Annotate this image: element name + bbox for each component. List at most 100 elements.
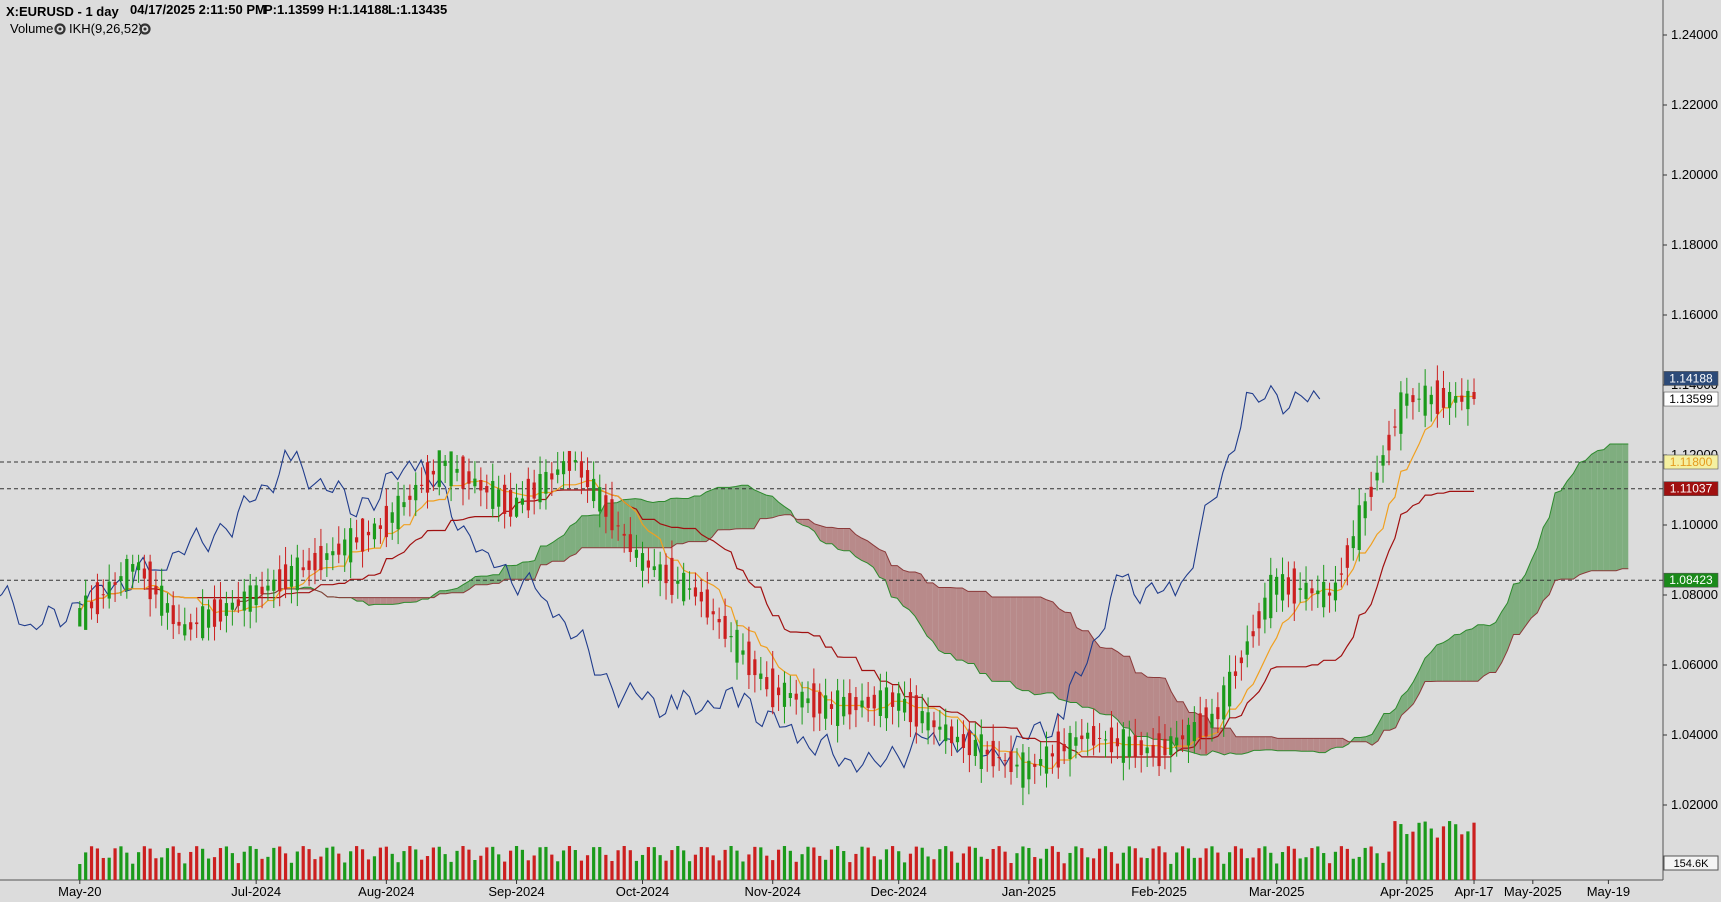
volume-bar — [561, 850, 566, 880]
volume-bar — [84, 852, 88, 880]
cloud-segment — [534, 546, 541, 580]
candle-body — [1092, 726, 1096, 746]
volume-bar — [136, 852, 141, 880]
cloud-segment — [410, 597, 417, 603]
volume-bar — [1021, 846, 1025, 880]
cloud-segment — [1585, 454, 1592, 573]
candle-body — [1310, 588, 1314, 594]
candle-body — [248, 585, 252, 612]
senkou-span-b-line — [233, 514, 1629, 746]
candle-body — [254, 585, 258, 606]
cloud-segment — [1460, 630, 1467, 682]
volume-bar — [295, 851, 299, 880]
gear-icon[interactable] — [139, 23, 151, 35]
candle-body — [598, 487, 602, 512]
volume-bar — [278, 846, 282, 880]
candle-body — [1192, 722, 1196, 742]
candle-body — [765, 677, 769, 690]
candle-body — [938, 726, 942, 730]
candle-body — [711, 611, 715, 615]
volume-bar — [967, 846, 971, 880]
volume-bar — [585, 855, 590, 880]
volume-bar — [1103, 846, 1108, 880]
candle-body — [1411, 395, 1415, 403]
time-tick-label: Feb-2025 — [1131, 884, 1187, 899]
candle-body — [171, 605, 175, 625]
volume-bar — [729, 846, 733, 880]
volume-bar — [189, 851, 193, 880]
candle-body — [735, 629, 739, 663]
candle-body — [1441, 387, 1446, 408]
candle-body — [1257, 611, 1261, 629]
cloud-segment — [968, 591, 974, 664]
volume-bar — [1127, 846, 1131, 880]
volume-bar — [771, 860, 775, 880]
cloud-segment — [1597, 449, 1604, 571]
volume-bar — [854, 853, 858, 880]
indicator-legend-label[interactable]: IKH(9,26,52) — [69, 21, 143, 36]
volume-bar — [604, 854, 608, 880]
volume-bar — [1198, 857, 1202, 880]
cloud-segment — [1117, 651, 1124, 728]
cloud-segment — [1454, 634, 1461, 682]
cloud-segment — [1230, 728, 1237, 755]
cloud-segment — [729, 486, 736, 530]
cloud-segment — [1141, 672, 1148, 737]
cloud-segment — [1052, 601, 1059, 699]
volume-bar — [717, 860, 721, 880]
candle-body — [753, 659, 757, 676]
candle-body — [729, 636, 733, 638]
cloud-segment — [1419, 658, 1426, 694]
cloud-segment — [1591, 450, 1598, 571]
cloud-segment — [921, 574, 927, 637]
candle-body — [1039, 759, 1043, 766]
cloud-segment — [404, 597, 411, 603]
candle-body — [682, 572, 686, 602]
candle-body — [771, 668, 775, 708]
cloud-segment — [979, 591, 986, 674]
cloud-segment — [1218, 728, 1225, 755]
candle-body — [331, 551, 335, 556]
cloud-segment — [796, 519, 803, 526]
cloud-segment — [1111, 648, 1118, 720]
cloud-segment — [1105, 648, 1112, 715]
cloud-segment — [1259, 736, 1266, 751]
volume-bar — [101, 857, 105, 880]
cloud-segment — [1016, 597, 1023, 691]
high-readout: H:1.14188 — [328, 2, 389, 17]
volume-bar — [646, 847, 651, 880]
volume-bar — [723, 849, 727, 880]
cloud-segment — [1064, 612, 1071, 703]
price-label-box — [1663, 481, 1719, 497]
volume-legend-label[interactable]: Volume — [10, 21, 53, 36]
price-tick-label: 1.06000 — [1671, 657, 1718, 672]
volume-bar — [800, 854, 804, 880]
volume-bar — [113, 848, 117, 880]
cloud-segment — [735, 485, 742, 529]
volume-bar — [154, 858, 158, 880]
volume-bar — [1050, 846, 1054, 880]
candle-body — [136, 562, 141, 571]
volume-bar — [212, 857, 217, 880]
volume-bar — [1257, 848, 1261, 880]
volume-bar — [402, 851, 406, 880]
candle-body — [788, 693, 792, 699]
candle-body — [579, 461, 584, 478]
candle-body — [1239, 657, 1243, 664]
gear-icon[interactable] — [54, 23, 66, 35]
candle-body — [836, 690, 840, 726]
candle-body — [160, 585, 164, 616]
volume-bar — [125, 852, 129, 880]
volume-bar — [1447, 821, 1452, 880]
candle-body — [782, 682, 787, 707]
candle-body — [926, 712, 930, 731]
volume-bar — [1466, 831, 1470, 880]
price-tick-label: 1.20000 — [1671, 167, 1718, 182]
price-label-text: 1.11800 — [1670, 455, 1713, 469]
cloud-segment — [832, 527, 838, 550]
candle-body — [1139, 740, 1143, 756]
candle-body — [1151, 745, 1155, 757]
volume-bar — [1322, 853, 1326, 880]
candle-body — [538, 473, 542, 503]
